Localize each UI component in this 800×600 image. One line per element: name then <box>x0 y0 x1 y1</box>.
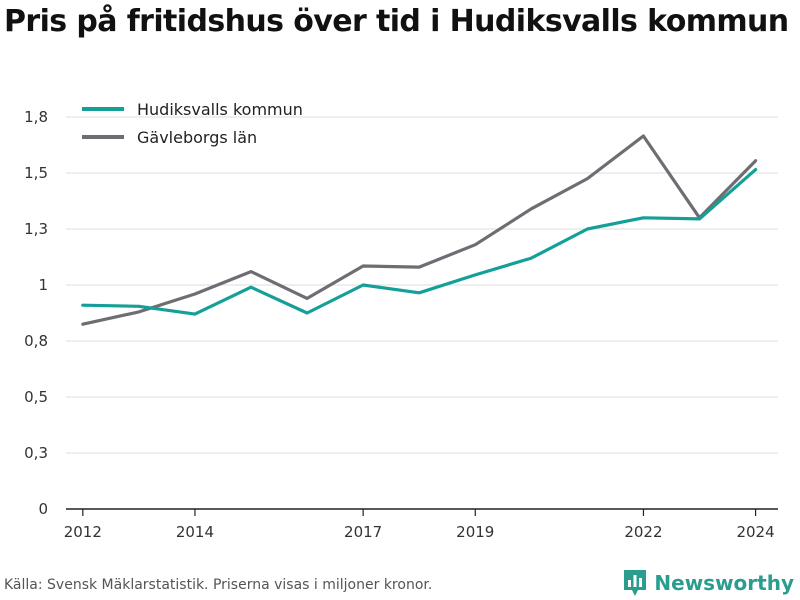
legend-label: Hudiksvalls kommun <box>137 100 303 119</box>
grid-lines <box>66 116 778 454</box>
legend-label: Gävleborgs län <box>137 128 257 147</box>
series-line-2 <box>81 134 758 326</box>
y-tick-label: 0 <box>38 500 48 518</box>
newsworthy-icon <box>624 570 647 596</box>
y-tick-label: 1 <box>38 276 48 294</box>
source-note: Källa: Svensk Mäklarstatistik. Priserna … <box>4 577 433 593</box>
x-tick-label: 2024 <box>736 523 774 541</box>
x-tick-label: 2014 <box>176 523 214 541</box>
x-tick-label: 2017 <box>344 523 382 541</box>
x-tick-label: 2022 <box>624 523 662 541</box>
axes: 0 0,3 0,5 0,8 1 1,3 1,5 1,8 2012 2014 2017 2019 2022… <box>24 108 778 541</box>
y-tick-label: 0,8 <box>24 332 48 350</box>
brand-name: Newsworthy <box>654 571 794 595</box>
y-tick-label: 0,5 <box>24 388 48 406</box>
legend: Hudiksvalls kommun Gävleborgs län <box>82 100 303 147</box>
chart-title: Pris på fritidshus över tid i Hudiksvall… <box>4 4 789 39</box>
y-tick-label: 1,5 <box>24 164 48 182</box>
x-tick-label: 2019 <box>456 523 494 541</box>
y-tick-label: 0,3 <box>24 444 48 462</box>
brand-logo: Newsworthy <box>622 568 794 598</box>
y-tick-label: 1,8 <box>24 108 48 126</box>
series-line-1 <box>81 168 758 316</box>
x-tick-label: 2012 <box>64 523 102 541</box>
y-tick-label: 1,3 <box>24 220 48 238</box>
series-lines <box>81 134 758 326</box>
